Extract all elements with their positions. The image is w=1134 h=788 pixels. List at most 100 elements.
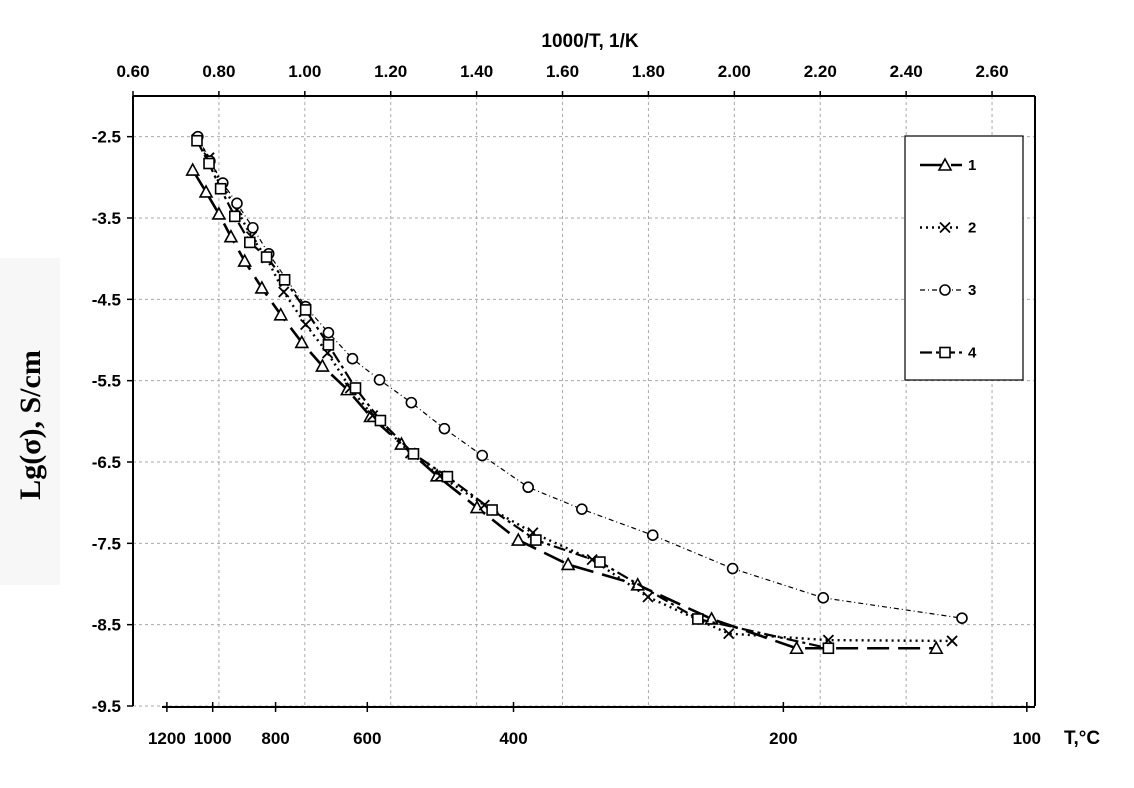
series-line bbox=[197, 136, 963, 619]
bottom-tick-label: 1000 bbox=[194, 729, 232, 748]
plot-frame bbox=[132, 95, 1036, 708]
legend-label: 3 bbox=[968, 282, 976, 299]
y-tick-label: -9.5 bbox=[92, 697, 121, 716]
square-marker bbox=[299, 304, 312, 316]
triangle-marker bbox=[237, 253, 253, 267]
bottom-tick-label: 400 bbox=[499, 729, 527, 748]
y-tick-label: -6.5 bbox=[92, 453, 121, 472]
circle-marker bbox=[576, 503, 588, 515]
y-tick-label: -7.5 bbox=[92, 534, 121, 553]
axis-ticks: 0.60 0.80 1.00 1.20 1.40 1.60 1.80 2.00 2.20 2.40… bbox=[92, 62, 1041, 748]
cross-stroke bbox=[527, 527, 539, 539]
top-tick-label: 1.00 bbox=[288, 62, 321, 81]
square-marker bbox=[692, 613, 704, 625]
top-tick-label: 2.40 bbox=[890, 62, 923, 81]
triangle-marker bbox=[254, 280, 270, 294]
square-marker bbox=[191, 134, 203, 147]
legend: 1 2 3 4 bbox=[904, 135, 1024, 381]
square-marker bbox=[486, 504, 498, 516]
series-line bbox=[195, 138, 953, 643]
circle-marker bbox=[646, 529, 659, 542]
legend-box bbox=[904, 135, 1024, 381]
circle-marker bbox=[438, 422, 451, 435]
triangle-marker bbox=[223, 229, 239, 243]
square-marker bbox=[441, 470, 454, 483]
top-tick-label: 2.00 bbox=[718, 62, 751, 81]
bottom-tick-label: 800 bbox=[261, 729, 289, 748]
cross-stroke bbox=[723, 627, 735, 640]
circle-marker bbox=[522, 481, 534, 494]
y-tick-label: -5.5 bbox=[92, 372, 121, 391]
cross-stroke bbox=[946, 635, 958, 647]
square-marker bbox=[322, 339, 335, 351]
square-marker bbox=[530, 534, 542, 546]
top-tick-label: 2.60 bbox=[976, 62, 1009, 81]
legend-item: 2 bbox=[920, 220, 976, 237]
square-marker bbox=[594, 556, 606, 568]
triangle-marker bbox=[704, 611, 719, 625]
legend-item: 4 bbox=[920, 345, 977, 362]
circle-marker bbox=[231, 197, 243, 210]
circle-marker bbox=[405, 396, 418, 409]
square-marker bbox=[228, 210, 241, 223]
top-tick-label: 0.60 bbox=[116, 62, 149, 81]
square-marker bbox=[349, 382, 362, 394]
triangle-marker bbox=[928, 640, 944, 655]
series-3 bbox=[192, 130, 968, 624]
circle-marker bbox=[322, 326, 335, 339]
series-line bbox=[191, 169, 937, 650]
cross-stroke bbox=[367, 410, 379, 422]
triangle-marker bbox=[560, 556, 576, 571]
square-marker bbox=[203, 157, 215, 170]
square-marker bbox=[374, 414, 387, 427]
bottom-tick-label: 600 bbox=[353, 729, 381, 748]
square-marker bbox=[244, 236, 256, 249]
triangle-marker bbox=[185, 162, 201, 176]
series-4 bbox=[191, 134, 835, 655]
top-tick-label: 1.40 bbox=[460, 62, 493, 81]
cross-marker bbox=[300, 318, 312, 331]
triangle-marker bbox=[211, 206, 227, 220]
legend-label: 1 bbox=[968, 157, 976, 174]
cross-marker bbox=[939, 221, 951, 234]
cross-marker bbox=[278, 286, 290, 298]
y-tick-label: -3.5 bbox=[92, 209, 121, 228]
y-axis-title: Lg(σ), S/cm bbox=[14, 350, 47, 500]
bottom-tick-label: 200 bbox=[769, 729, 797, 748]
triangle-marker bbox=[273, 307, 289, 321]
top-tick-label: 1.80 bbox=[632, 62, 665, 81]
top-tick-label: 2.20 bbox=[804, 62, 837, 81]
y-tick-label: -4.5 bbox=[92, 290, 121, 309]
cross-stroke bbox=[300, 318, 312, 331]
top-axis-title: 1000/T, 1/K bbox=[541, 31, 638, 52]
square-marker bbox=[939, 346, 951, 359]
circle-marker bbox=[817, 592, 830, 604]
legend-item: 1 bbox=[920, 157, 976, 174]
cross-stroke bbox=[278, 286, 290, 298]
bottom-tick-label: 1200 bbox=[148, 729, 186, 748]
y-tick-label: -2.5 bbox=[92, 128, 121, 147]
cross-marker bbox=[723, 627, 735, 640]
top-tick-label: 1.60 bbox=[546, 62, 579, 81]
grid bbox=[133, 96, 1035, 707]
circle-marker bbox=[476, 449, 489, 462]
triangle-marker bbox=[315, 358, 330, 372]
cross-marker bbox=[642, 591, 654, 603]
circle-marker bbox=[956, 612, 968, 624]
square-marker bbox=[260, 251, 273, 263]
legend-label: 4 bbox=[968, 345, 977, 362]
triangle-marker bbox=[789, 640, 804, 655]
top-tick-label: 0.80 bbox=[202, 62, 235, 81]
cross-marker bbox=[946, 635, 958, 647]
bottom-tick-label: 100 bbox=[1013, 729, 1041, 748]
circle-marker bbox=[373, 374, 386, 386]
y-tick-label: -8.5 bbox=[92, 616, 121, 635]
triangle-marker bbox=[294, 334, 310, 349]
legend-item: 3 bbox=[920, 282, 976, 299]
circle-marker bbox=[346, 352, 359, 365]
circle-marker bbox=[247, 221, 259, 234]
legend-label: 2 bbox=[968, 220, 976, 237]
top-tick-label: 1.20 bbox=[374, 62, 407, 81]
square-marker bbox=[214, 182, 227, 195]
